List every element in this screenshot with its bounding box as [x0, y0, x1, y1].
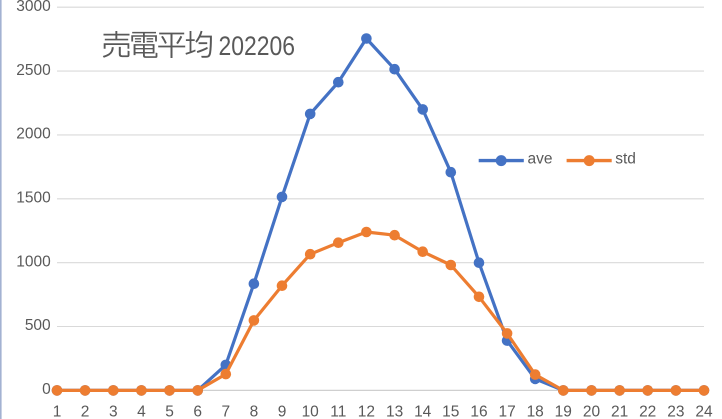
svg-text:21: 21 — [611, 404, 628, 419]
svg-text:8: 8 — [250, 404, 259, 419]
svg-text:1000: 1000 — [16, 253, 51, 270]
svg-text:2: 2 — [81, 404, 90, 419]
svg-text:16: 16 — [470, 404, 487, 419]
svg-text:1500: 1500 — [16, 190, 51, 207]
svg-text:18: 18 — [527, 404, 544, 419]
svg-text:14: 14 — [414, 404, 432, 419]
svg-text:std: std — [615, 151, 636, 168]
svg-text:6: 6 — [193, 404, 202, 419]
svg-text:2000: 2000 — [16, 126, 51, 143]
svg-text:202206: 202206 — [219, 31, 296, 61]
svg-text:0: 0 — [42, 381, 51, 398]
svg-text:ave: ave — [528, 151, 553, 168]
svg-text:13: 13 — [386, 404, 403, 419]
svg-text:7: 7 — [221, 404, 230, 419]
svg-text:15: 15 — [442, 404, 459, 419]
svg-text:4: 4 — [137, 404, 146, 419]
svg-text:17: 17 — [498, 404, 515, 419]
svg-text:11: 11 — [330, 404, 346, 419]
svg-text:500: 500 — [25, 317, 51, 334]
svg-text:24: 24 — [695, 404, 713, 419]
svg-text:9: 9 — [278, 404, 287, 419]
svg-text:5: 5 — [165, 404, 174, 419]
svg-text:20: 20 — [583, 404, 601, 419]
svg-text:23: 23 — [667, 404, 684, 419]
svg-text:12: 12 — [358, 404, 375, 419]
svg-text:3000: 3000 — [16, 0, 51, 15]
svg-text:3: 3 — [109, 404, 118, 419]
svg-text:2500: 2500 — [16, 62, 51, 79]
svg-text:22: 22 — [639, 404, 656, 419]
svg-text:19: 19 — [555, 404, 572, 419]
svg-text:10: 10 — [302, 404, 320, 419]
svg-text:1: 1 — [53, 404, 62, 419]
